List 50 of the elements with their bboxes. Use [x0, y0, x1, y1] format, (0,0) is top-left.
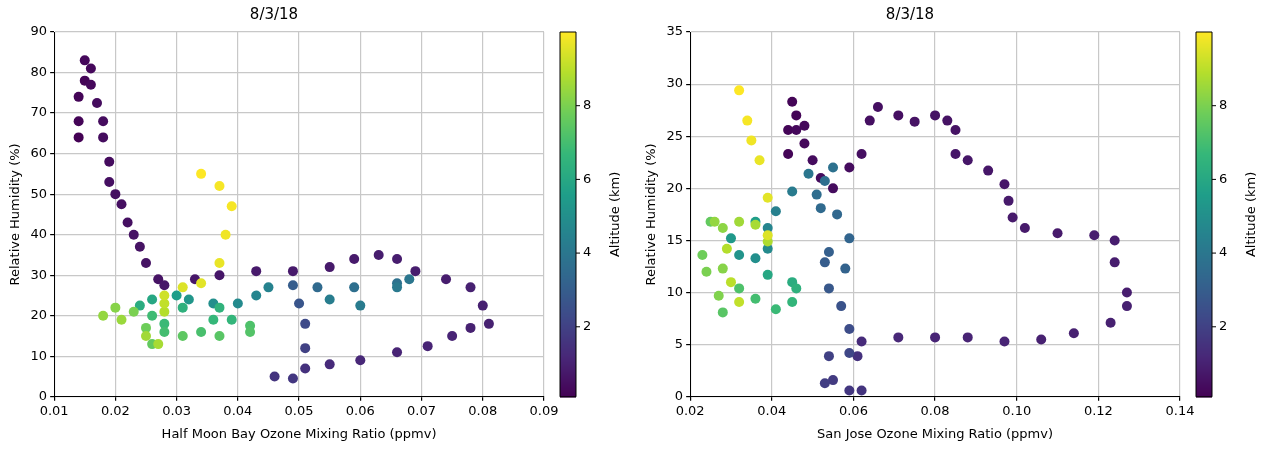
- x-tick-label: 0.08: [920, 402, 950, 418]
- x-tick-label: 0.12: [1083, 402, 1113, 418]
- x-tick-label: 0.06: [838, 402, 868, 418]
- color-bar-label: 2: [1219, 318, 1228, 334]
- x-tick-label: 0.09: [529, 402, 559, 418]
- color-bar-label: 2: [583, 318, 592, 334]
- y-tick-label: 15: [666, 231, 684, 247]
- y-tick-label: 30: [666, 75, 684, 91]
- y-axis-title: Relative Humidity (%): [7, 143, 23, 286]
- x-tick-label: 0.14: [1165, 402, 1195, 418]
- x-tick-label: 0.04: [223, 402, 253, 418]
- color-bar-label: 4: [1219, 244, 1228, 260]
- x-tick-label: 0.08: [468, 402, 498, 418]
- color-bar-label: 8: [1219, 97, 1228, 113]
- y-tick-label: 80: [30, 63, 48, 79]
- y-tick-label: 30: [30, 266, 48, 282]
- y-tick-label: 90: [30, 23, 48, 39]
- x-tick-label: 0.01: [39, 402, 69, 418]
- color-bar-label: 6: [1219, 170, 1228, 186]
- y-tick-label: 40: [30, 226, 48, 242]
- y-tick-label: 70: [30, 104, 48, 120]
- y-tick-label: 35: [666, 23, 684, 39]
- color-bar-label: 6: [583, 170, 592, 186]
- x-tick-label: 0.05: [284, 402, 314, 418]
- x-tick-label: 0.07: [407, 402, 437, 418]
- y-tick-label: 10: [666, 283, 684, 299]
- y-tick-label: 25: [666, 127, 684, 143]
- color-bar-title: Altitude (km): [607, 171, 623, 258]
- y-tick-label: 5: [674, 336, 684, 352]
- color-bar-label: 4: [583, 244, 592, 260]
- y-tick-label: 10: [30, 347, 48, 363]
- x-tick-label: 0.10: [1002, 402, 1032, 418]
- chart-title: 8/3/18: [885, 4, 935, 23]
- color-bar-label: 8: [583, 97, 592, 113]
- y-tick-label: 0: [674, 388, 684, 404]
- color-bar-title: Altitude (km): [1243, 171, 1259, 258]
- x-axis-title: Half Moon Bay Ozone Mixing Ratio (ppmv): [161, 425, 437, 441]
- x-tick-label: 0.04: [757, 402, 787, 418]
- x-tick-label: 0.03: [162, 402, 192, 418]
- y-tick-label: 0: [38, 388, 48, 404]
- y-tick-label: 60: [30, 144, 48, 160]
- y-tick-label: 20: [666, 179, 684, 195]
- y-axis-title: Relative Humidity (%): [643, 143, 659, 286]
- x-tick-label: 0.06: [345, 402, 375, 418]
- y-tick-label: 50: [30, 185, 48, 201]
- x-tick-label: 0.02: [675, 402, 705, 418]
- x-axis-title: San Jose Ozone Mixing Ratio (ppmv): [817, 425, 1054, 441]
- x-tick-label: 0.02: [100, 402, 130, 418]
- y-tick-label: 20: [30, 307, 48, 323]
- chart-title: 8/3/18: [249, 4, 299, 23]
